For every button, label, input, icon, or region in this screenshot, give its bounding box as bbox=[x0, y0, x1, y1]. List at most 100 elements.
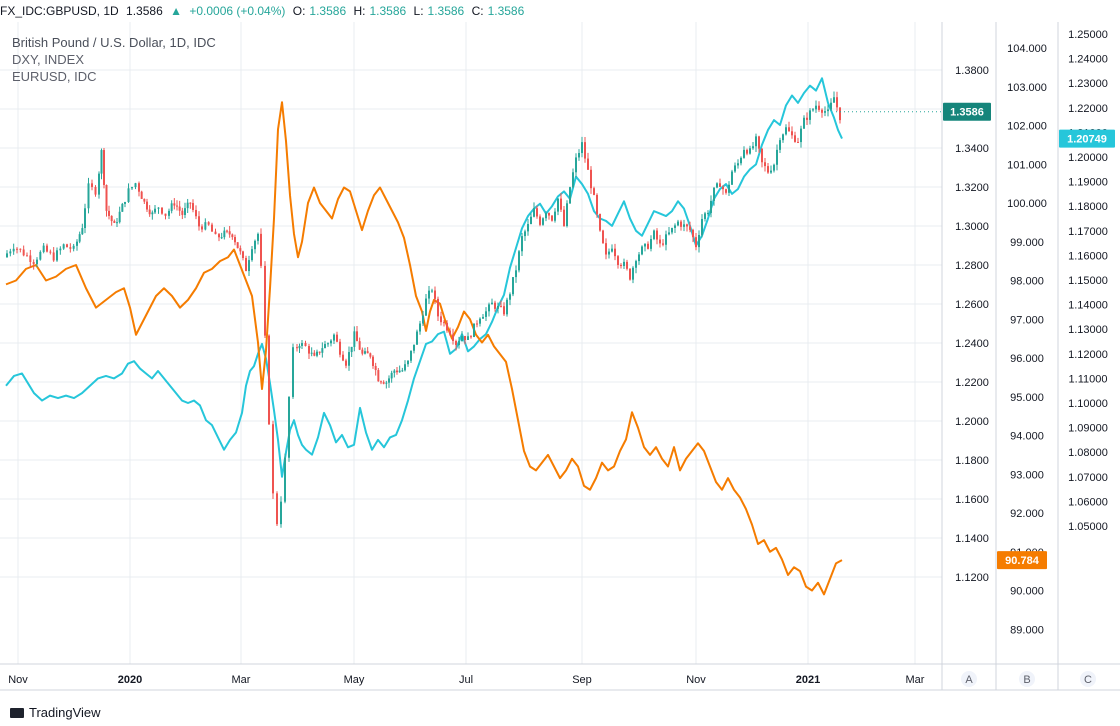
gbpusd-candle-body bbox=[113, 221, 116, 223]
gbpusd-candle-body bbox=[542, 218, 544, 225]
eurusd-last-badge-bg bbox=[1059, 129, 1115, 148]
gbpusd-candle-body bbox=[234, 237, 236, 243]
gbpusd-candle-body bbox=[509, 294, 511, 300]
scale-id-badge[interactable] bbox=[1019, 671, 1035, 687]
up-arrow-icon: ▲ bbox=[170, 4, 182, 18]
high-value: 1.3586 bbox=[369, 4, 407, 18]
gbpusd-candle-body bbox=[455, 341, 457, 345]
gbpusd-candle-body bbox=[81, 228, 84, 235]
gbpusd-candle-body bbox=[396, 370, 398, 373]
gbpusd-candle-body bbox=[131, 187, 133, 189]
gbpusd-candle-body bbox=[316, 351, 318, 356]
gbpusd-candle-body bbox=[431, 290, 433, 292]
scale-id-label[interactable]: B bbox=[1023, 674, 1030, 686]
gbpusd-candle-body bbox=[32, 262, 35, 265]
scale-id-badge[interactable] bbox=[961, 671, 977, 687]
eurusd-line[interactable] bbox=[5, 77, 843, 478]
gbpusd-candle-body bbox=[479, 318, 481, 324]
gbpusd-candle-body bbox=[98, 173, 100, 195]
scale-b-tick-label: 90.000 bbox=[1010, 586, 1044, 598]
gbpusd-candle-body bbox=[464, 336, 466, 341]
gbpusd-candle-body bbox=[590, 169, 592, 189]
gbpusd-candle-body bbox=[653, 230, 655, 240]
gbpusd-candle-body bbox=[719, 183, 721, 187]
gbpusd-candle-body bbox=[677, 221, 679, 226]
scale-c-tick-label: 1.08000 bbox=[1068, 447, 1108, 459]
price-chart[interactable]: 1.38001.36001.34001.32001.30001.28001.26… bbox=[0, 0, 1120, 700]
gbpusd-candle-body bbox=[539, 216, 541, 225]
tradingview-logo[interactable]: TradingView bbox=[10, 705, 101, 720]
gbpusd-candle-body bbox=[596, 194, 598, 215]
gbpusd-candle-body bbox=[361, 349, 364, 354]
gbpusd-candle-body bbox=[22, 249, 25, 256]
gbpusd-candle-body bbox=[452, 334, 454, 342]
chart-grid bbox=[0, 22, 942, 664]
gbpusd-candle-body bbox=[251, 249, 253, 261]
gbpusd-candle-body bbox=[330, 340, 332, 344]
gbpusd-candle-body bbox=[803, 117, 805, 129]
gbpusd-candle-body bbox=[569, 187, 571, 204]
time-axis-label: Mar bbox=[906, 674, 925, 686]
gbpusd-candle-body bbox=[268, 335, 270, 425]
scale-id-badge[interactable] bbox=[1080, 671, 1096, 687]
gbpusd-candle-body bbox=[161, 207, 163, 214]
gbpusd-candle-body bbox=[12, 248, 15, 252]
legend-eurusd-series[interactable]: EURUSD, IDC bbox=[12, 69, 97, 84]
scale-a-tick-label: 1.1800 bbox=[955, 455, 989, 467]
scale-id-label[interactable]: A bbox=[965, 674, 973, 686]
gbpusd-candle-body bbox=[78, 234, 81, 242]
gbpusd-candle-body bbox=[151, 212, 154, 215]
gbpusd-candle-body bbox=[26, 255, 28, 257]
gbpusd-candle-body bbox=[821, 109, 823, 113]
gbpusd-candle-body bbox=[170, 203, 173, 211]
gbpusd-candle-body bbox=[725, 189, 727, 193]
gbpusd-candle-body bbox=[644, 243, 646, 247]
scale-c-tick-label: 1.23000 bbox=[1068, 78, 1108, 90]
dxy-line[interactable] bbox=[5, 101, 843, 596]
scale-a-tick-label: 1.1600 bbox=[955, 494, 989, 506]
scale-c-tick-label: 1.14000 bbox=[1068, 300, 1108, 312]
gbpusd-candle-body bbox=[686, 224, 688, 227]
gbpusd-candle-body bbox=[211, 224, 213, 232]
gbpusd-candle-body bbox=[173, 203, 176, 206]
gbpusd-candle-body bbox=[473, 323, 475, 338]
high-label: H: bbox=[353, 4, 366, 18]
gbpusd-candle-body bbox=[16, 248, 18, 250]
gbpusd-candle-body bbox=[76, 241, 78, 246]
gbpusd-candle-body bbox=[545, 212, 547, 219]
gbpusd-candle-body bbox=[401, 370, 404, 372]
gbpusd-candle-body bbox=[557, 198, 559, 212]
gbpusd-candle-body bbox=[818, 105, 820, 110]
gbpusd-candle-body bbox=[231, 234, 234, 238]
gbpusd-candle-body bbox=[390, 372, 393, 379]
gbpusd-candle-body bbox=[740, 157, 742, 164]
gbpusd-candle-body bbox=[29, 255, 32, 263]
gbpusd-candle-body bbox=[476, 323, 478, 325]
gbpusd-candle-body bbox=[272, 424, 274, 494]
scale-b-tick-label: 101.000 bbox=[1007, 159, 1047, 171]
scale-c-tick-label: 1.05000 bbox=[1068, 521, 1108, 533]
gbpusd-candle-body bbox=[572, 172, 574, 188]
gbpusd-candle-body bbox=[629, 268, 631, 280]
gbpusd-candle-body bbox=[157, 207, 160, 209]
gbpusd-candle-body bbox=[228, 231, 231, 235]
gbpusd-candle-body bbox=[512, 277, 514, 295]
time-axis-label: 2020 bbox=[118, 674, 142, 686]
close-label: C: bbox=[471, 4, 484, 18]
legend-main-series[interactable]: British Pound / U.S. Dollar, 1D, IDC bbox=[12, 35, 216, 50]
gbpusd-candle-body bbox=[121, 203, 124, 212]
gbpusd-candle-body bbox=[192, 203, 194, 210]
gbpusd-candle-body bbox=[138, 183, 140, 192]
gbpusd-candle-body bbox=[336, 334, 338, 342]
scale-id-label[interactable]: C bbox=[1084, 674, 1092, 686]
scale-c-tick-label: 1.17000 bbox=[1068, 226, 1108, 238]
gbpusd-candle-body bbox=[358, 341, 361, 350]
gbpusd-candle-body bbox=[737, 163, 739, 166]
scale-b-tick-label: 99.000 bbox=[1010, 237, 1044, 249]
gbpusd-candle-body bbox=[641, 246, 643, 255]
symbol-label[interactable]: FX_IDC:GBPUSD, 1D bbox=[0, 4, 119, 18]
legend-dxy-series[interactable]: DXY, INDEX bbox=[12, 52, 85, 67]
gbpusd-candle-body bbox=[366, 351, 369, 354]
gbpusd-candle-body bbox=[140, 191, 143, 199]
gbpusd-candle-body bbox=[59, 248, 62, 251]
